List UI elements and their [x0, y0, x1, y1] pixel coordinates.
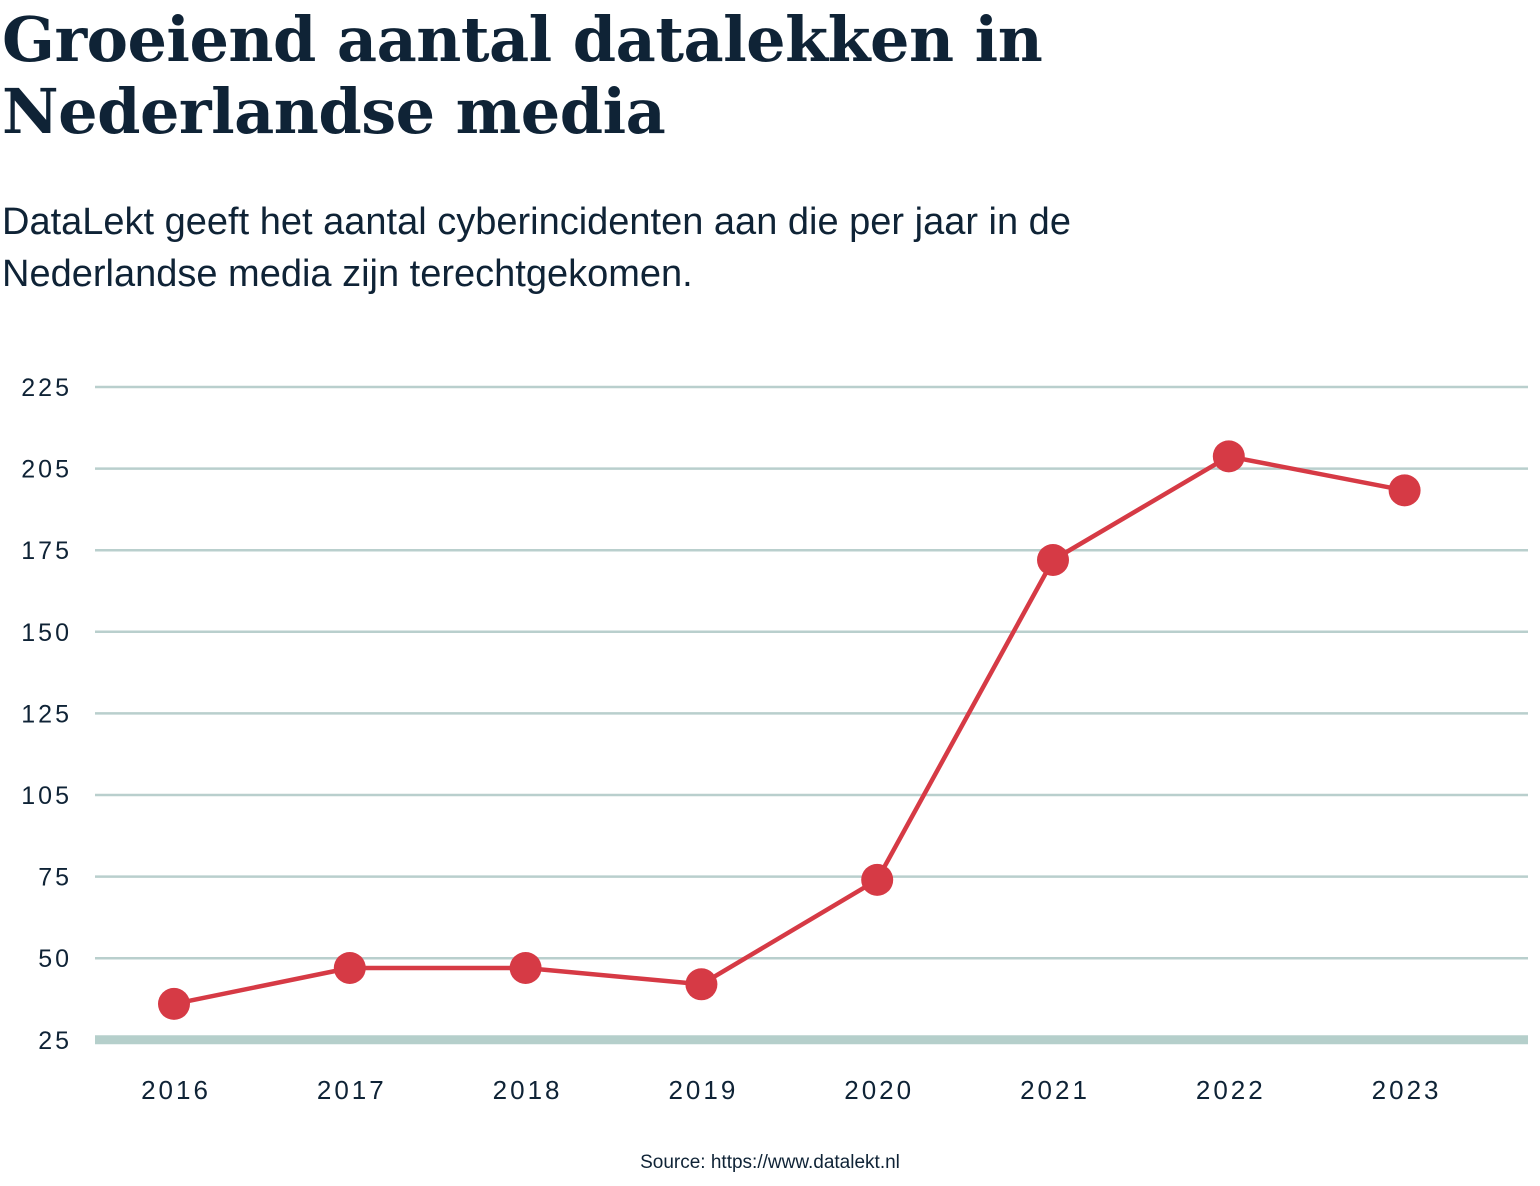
chart-subtitle: DataLekt geeft het aantal cyberincidente… [2, 201, 1071, 295]
x-tick-label: 2017 [317, 1075, 387, 1105]
x-axis-ticks: 2016 2017 2018 2019 2020 2021 2022 2023 [141, 1075, 1442, 1105]
y-tick-label: 75 [38, 864, 72, 892]
data-point [333, 951, 366, 984]
data-point [685, 968, 718, 1001]
data-point [509, 951, 542, 984]
x-tick-label: 2022 [1196, 1075, 1266, 1105]
data-point [1037, 543, 1069, 576]
grid-lines [95, 385, 1528, 1045]
source-note: Source: https://www.datalekt.nl [640, 1152, 900, 1173]
data-point [861, 863, 894, 896]
y-tick-label: 125 [21, 700, 72, 728]
y-tick-label: 25 [38, 1027, 72, 1055]
x-tick-label: 2020 [844, 1075, 914, 1105]
series-layer [158, 440, 1421, 1020]
y-tick-label: 105 [21, 782, 72, 810]
x-tick-label: 2019 [668, 1075, 738, 1105]
chart-title: Groeiend aantal datalekken in Nederlands… [2, 3, 1043, 148]
series-line [173, 454, 1406, 1007]
x-tick-label: 2023 [1372, 1075, 1442, 1105]
x-tick-label: 2018 [493, 1075, 563, 1105]
y-axis-ticks: 225 205 175 150 125 105 75 50 25 [21, 374, 72, 1055]
data-point [158, 987, 190, 1020]
data-point [1388, 474, 1421, 507]
x-tick-label: 2021 [1020, 1075, 1090, 1105]
y-tick-label: 225 [21, 374, 72, 402]
data-point [1212, 440, 1245, 473]
y-tick-label: 175 [21, 537, 72, 565]
y-tick-label: 205 [21, 456, 72, 484]
y-tick-label: 150 [21, 619, 72, 647]
y-tick-label: 50 [38, 945, 72, 973]
x-tick-label: 2016 [141, 1075, 211, 1105]
